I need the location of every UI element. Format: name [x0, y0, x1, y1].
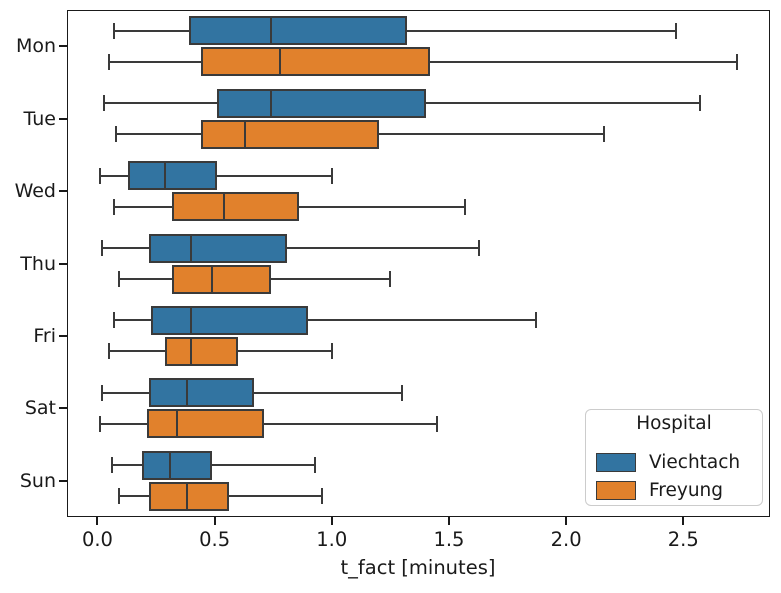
median-freyung-sun — [185, 483, 188, 509]
y-tick-label-tue: Tue — [23, 107, 56, 130]
x-tick-mark-2.0 — [565, 517, 568, 525]
box-freyung-thu — [172, 264, 271, 294]
box-viechtach-thu — [149, 233, 288, 263]
whisker-cap-high-freyung-mon — [736, 53, 739, 70]
whisker-cap-low-freyung-wed — [112, 198, 115, 215]
y-tick-label-sat: Sat — [24, 397, 56, 420]
legend-entry-freyung: Freyung — [596, 480, 762, 501]
y-tick-label-thu: Thu — [20, 252, 56, 275]
whisker-cap-low-freyung-sat — [98, 415, 101, 432]
whisker-cap-low-freyung-sun — [117, 488, 120, 505]
box-freyung-sat — [146, 409, 264, 439]
legend-swatch-freyung — [596, 481, 636, 500]
box-viechtach-sun — [141, 450, 213, 480]
whisker-viechtach-fri — [113, 319, 536, 322]
legend-entry-viechtach: Viechtach — [596, 452, 762, 473]
whisker-cap-high-freyung-tue — [602, 126, 605, 143]
whisker-viechtach-sun — [111, 464, 316, 467]
whisker-cap-high-viechtach-tue — [698, 95, 701, 112]
whisker-cap-high-freyung-fri — [330, 343, 333, 360]
x-tick-label-2.5: 2.5 — [667, 528, 699, 551]
y-tick-label-fri: Fri — [33, 324, 56, 347]
whisker-cap-low-freyung-mon — [108, 53, 111, 70]
whisker-cap-high-freyung-sun — [321, 488, 324, 505]
whisker-cap-low-viechtach-wed — [98, 167, 101, 184]
whisker-cap-high-freyung-sat — [436, 415, 439, 432]
legend-title: Hospital — [636, 413, 712, 434]
y-tick-mark-sun — [59, 479, 67, 482]
whisker-cap-low-viechtach-mon — [112, 22, 115, 39]
box-freyung-fri — [165, 336, 239, 366]
legend: Hospital Viechtach Freyung — [585, 409, 763, 506]
median-freyung-tue — [244, 121, 247, 147]
median-freyung-fri — [190, 338, 193, 364]
x-tick-label-1.5: 1.5 — [433, 528, 465, 551]
x-axis-label: t_fact [minutes] — [340, 556, 496, 579]
whisker-freyung-sat — [99, 422, 438, 425]
whisker-cap-low-freyung-fri — [108, 343, 111, 360]
median-freyung-wed — [223, 194, 225, 220]
y-tick-label-sun: Sun — [19, 469, 56, 492]
median-freyung-sat — [176, 411, 179, 437]
box-viechtach-mon — [188, 16, 407, 46]
median-viechtach-wed — [164, 163, 167, 189]
whisker-cap-high-viechtach-thu — [478, 240, 481, 256]
x-tick-mark-0.0 — [96, 517, 99, 525]
x-tick-mark-2.5 — [682, 517, 685, 525]
y-tick-mark-sat — [59, 407, 67, 410]
whisker-cap-high-viechtach-mon — [675, 22, 678, 39]
x-tick-label-2.0: 2.0 — [550, 528, 582, 551]
median-freyung-mon — [279, 49, 282, 75]
box-viechtach-wed — [127, 161, 217, 191]
x-tick-mark-1.5 — [447, 517, 450, 525]
y-tick-label-mon: Mon — [15, 35, 56, 58]
whisker-cap-high-viechtach-sat — [401, 384, 404, 401]
x-tick-label-0.0: 0.0 — [81, 528, 113, 551]
whisker-cap-high-viechtach-sun — [314, 457, 317, 474]
y-tick-mark-tue — [59, 117, 67, 120]
y-tick-mark-wed — [59, 190, 67, 193]
x-tick-mark-0.5 — [213, 517, 216, 525]
median-viechtach-fri — [190, 307, 193, 333]
median-viechtach-sat — [185, 380, 188, 406]
box-freyung-tue — [200, 119, 379, 149]
box-viechtach-sat — [149, 378, 255, 408]
box-viechtach-tue — [216, 88, 426, 118]
whisker-cap-low-viechtach-fri — [112, 312, 115, 329]
x-tick-mark-1.0 — [330, 517, 333, 525]
median-viechtach-sun — [169, 452, 172, 478]
box-freyung-sun — [149, 481, 229, 511]
whisker-cap-high-viechtach-fri — [534, 312, 537, 329]
box-freyung-mon — [200, 47, 431, 77]
x-tick-label-0.5: 0.5 — [199, 528, 231, 551]
x-tick-label-1.0: 1.0 — [316, 528, 348, 551]
median-viechtach-mon — [269, 18, 272, 44]
whisker-cap-high-freyung-wed — [464, 198, 467, 215]
whisker-cap-low-freyung-tue — [115, 126, 118, 143]
y-tick-mark-thu — [59, 262, 67, 265]
legend-label-viechtach: Viechtach — [649, 452, 741, 473]
median-viechtach-tue — [269, 90, 272, 116]
y-tick-mark-fri — [59, 334, 67, 337]
plot-area — [67, 10, 770, 517]
whisker-cap-high-freyung-thu — [389, 271, 392, 287]
whisker-cap-low-freyung-thu — [117, 271, 120, 287]
box-freyung-wed — [172, 192, 299, 222]
whisker-viechtach-thu — [102, 247, 480, 249]
legend-swatch-viechtach — [596, 453, 636, 472]
y-tick-label-wed: Wed — [14, 180, 56, 203]
median-viechtach-thu — [190, 235, 193, 261]
legend-label-freyung: Freyung — [649, 480, 724, 501]
legend-entries: Viechtach Freyung — [586, 452, 762, 501]
whisker-cap-low-viechtach-sun — [110, 457, 113, 474]
whisker-cap-low-viechtach-sat — [101, 384, 104, 401]
whisker-cap-high-viechtach-wed — [330, 167, 333, 184]
y-tick-mark-mon — [59, 45, 67, 48]
whisker-cap-low-viechtach-thu — [101, 240, 104, 256]
whisker-cap-low-viechtach-tue — [103, 95, 106, 112]
median-freyung-thu — [211, 266, 214, 292]
box-viechtach-fri — [151, 305, 309, 335]
